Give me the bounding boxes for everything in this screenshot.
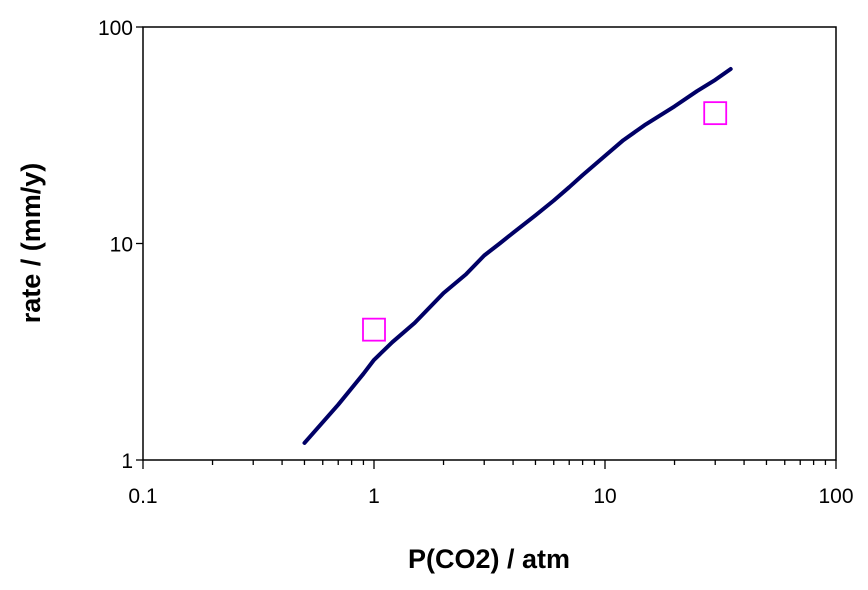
axis-ticks bbox=[136, 26, 837, 469]
x-tick-label: 10 bbox=[593, 485, 616, 508]
data-point-square bbox=[362, 317, 386, 342]
chart-marks bbox=[302, 67, 733, 445]
y-tick-label: 100 bbox=[98, 17, 133, 40]
y-tick-label: 1 bbox=[121, 450, 133, 473]
y-tick-label: 10 bbox=[110, 234, 133, 257]
y-axis-title: rate / (mm/y) bbox=[16, 163, 46, 324]
model-curve-line bbox=[302, 67, 733, 445]
x-tick-label: 1 bbox=[368, 485, 380, 508]
tick-labels: 0.1 1 10 100 1 10 100 bbox=[98, 17, 854, 508]
x-tick-label: 0.1 bbox=[128, 485, 157, 508]
x-tick-label: 100 bbox=[818, 485, 853, 508]
data-point-square bbox=[703, 101, 728, 126]
plot-area-frame bbox=[142, 26, 837, 461]
x-axis-title: P(CO2) / atm bbox=[408, 544, 570, 574]
